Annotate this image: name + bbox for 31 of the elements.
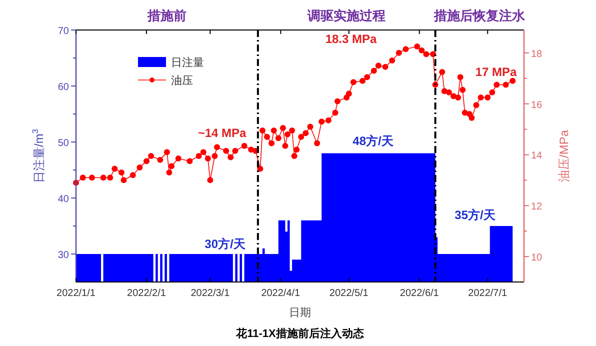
text: 花11-1X措施前后注入动态: [235, 327, 365, 340]
y2-tick-label: 14: [531, 150, 543, 162]
y2-tick-label: 12: [531, 202, 543, 213]
x-tick-label: 2022/5/1: [329, 288, 369, 299]
text: 措施前: [146, 8, 186, 23]
y-tick-label: 30: [58, 250, 70, 261]
x-tick-label: 2022/3/1: [190, 288, 230, 299]
annotation: 17 MPa: [475, 65, 517, 80]
legend-label: 日注量: [171, 56, 204, 69]
y-tick-label: 40: [58, 194, 70, 205]
y-tick-label: 60: [58, 82, 70, 93]
x-tick-label: 2022/4/1: [261, 288, 301, 299]
annotation: 30方/天: [204, 237, 246, 252]
annotation: ~14 MPa: [198, 126, 246, 140]
y-tick-label: 70: [58, 26, 70, 37]
y2-axis-title: 油压/MPa: [557, 130, 571, 182]
text: 调驱实施过程: [306, 8, 386, 23]
annotation: 48方/天: [352, 134, 394, 148]
x-tick-label: 2022/6/1: [400, 288, 440, 299]
y2-tick-label: 10: [531, 252, 543, 264]
y2-tick-label: 18: [531, 48, 543, 60]
y-tick-label: 50: [58, 138, 70, 149]
x-tick-label: 2022/1/1: [56, 288, 96, 299]
annotation: 18.3 MPa: [325, 32, 377, 46]
x-tick-label: 2022/2/1: [127, 288, 166, 299]
legend-label: 油压: [171, 74, 193, 87]
y2-tick-label: 16: [531, 100, 543, 111]
text: 措施后恢复注水: [433, 8, 526, 23]
x-axis-title: 日期: [289, 307, 311, 319]
annotation: 35方/天: [454, 208, 496, 222]
x-tick-label: 2022/7/1: [468, 288, 508, 299]
